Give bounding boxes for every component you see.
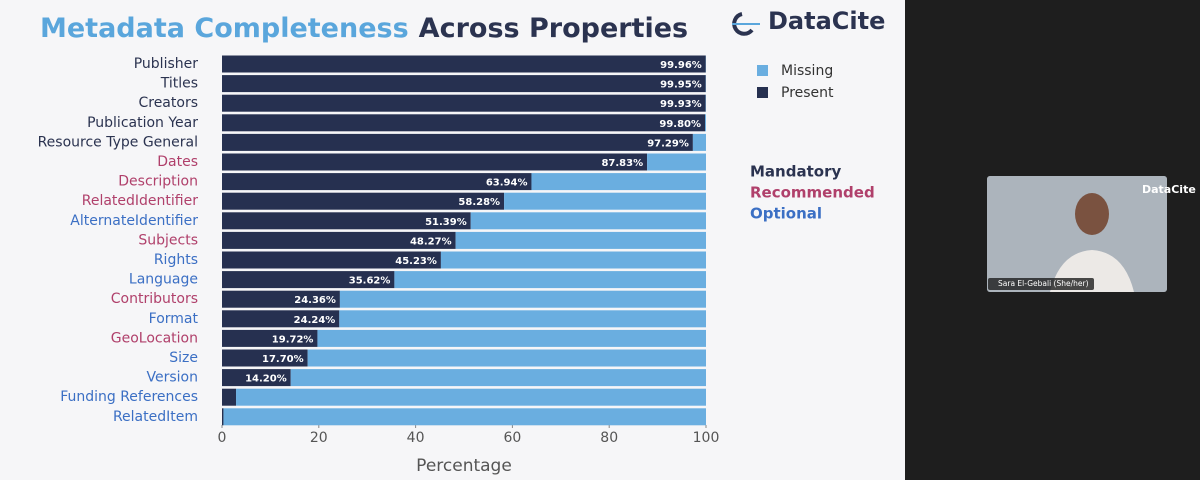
x-tick-label: 40 <box>407 430 425 446</box>
bar-segment <box>307 349 706 367</box>
legend-label: Present <box>781 85 834 101</box>
bar-segment <box>223 408 706 426</box>
group-legend-label: Mandatory <box>750 163 841 181</box>
data-label: 97.29% <box>647 138 689 149</box>
bar-segment <box>222 349 308 367</box>
bar-segment <box>290 369 706 387</box>
data-label: 58.28% <box>458 197 500 208</box>
y-tick-label: Titles <box>160 76 198 92</box>
x-tick-label: 60 <box>503 430 521 446</box>
y-tick-label: Subjects <box>138 232 198 248</box>
bar-segment <box>440 251 706 269</box>
data-label: 99.93% <box>660 99 702 110</box>
bar-segment <box>222 173 532 191</box>
x-tick-label: 100 <box>693 430 720 446</box>
legend-swatch <box>757 87 768 98</box>
bar-segment <box>222 369 291 387</box>
y-tick-label: RelatedItem <box>113 409 198 425</box>
y-tick-label: Funding References <box>60 389 198 405</box>
bar-segment <box>222 251 441 269</box>
y-tick-label: Publication Year <box>87 115 198 131</box>
bar-segment <box>394 271 706 289</box>
y-tick-label: Contributors <box>111 291 198 307</box>
bar-segment <box>222 212 471 230</box>
bar-segment <box>222 290 340 308</box>
bar-segment <box>222 94 706 112</box>
x-axis-title: Percentage <box>416 456 512 476</box>
bar-segment <box>647 153 706 171</box>
y-tick-label: Creators <box>138 95 198 111</box>
bar-segment <box>222 133 693 151</box>
bar-segment <box>692 133 706 151</box>
chart-title: Metadata Completeness Across Properties <box>40 13 688 44</box>
legend-label: Missing <box>781 63 833 79</box>
logo-icon <box>732 12 754 36</box>
data-label: 19.72% <box>272 334 314 345</box>
bar-segment <box>339 310 706 328</box>
bar-segment <box>222 329 318 347</box>
bar-segment <box>222 75 706 93</box>
y-tick-label: Description <box>118 174 198 190</box>
data-label: 24.24% <box>294 315 336 326</box>
chart: 0 20 40 60 80 100 Percentage Publisher 99.96% Tit… <box>38 55 875 476</box>
title-part: Across Properties <box>419 13 688 44</box>
y-tick-label: Dates <box>157 154 198 170</box>
data-label: 35.62% <box>349 276 391 287</box>
y-tick-label: GeoLocation <box>111 330 198 346</box>
y-tick-label: Format <box>149 311 199 327</box>
y-tick-label: Language <box>129 272 198 288</box>
participant-name: Sara El-Gebali (She/her) <box>998 279 1089 288</box>
bar-segment <box>236 388 706 406</box>
bar-segment <box>222 153 648 171</box>
data-label: 99.96% <box>660 60 702 71</box>
title-part: Metadata Completeness <box>40 13 409 44</box>
data-label: 51.39% <box>425 217 467 228</box>
bar-segment <box>222 231 456 249</box>
person-head <box>1075 193 1109 235</box>
data-label: 17.70% <box>262 354 304 365</box>
x-tick-label: 20 <box>310 430 328 446</box>
data-label: 45.23% <box>395 256 437 267</box>
video-background <box>987 176 1167 292</box>
bar-segment <box>222 408 224 426</box>
slide-logo: DataCite <box>768 7 885 35</box>
data-label: 99.80% <box>659 119 701 130</box>
bar-segment <box>317 329 706 347</box>
name-badge <box>988 278 1094 290</box>
data-label: 87.83% <box>601 158 643 169</box>
bar-segment <box>222 192 505 210</box>
data-label: 48.27% <box>410 236 452 247</box>
data-label: 14.20% <box>245 374 287 385</box>
bar-segment <box>705 114 706 132</box>
y-tick-label: Rights <box>154 252 198 268</box>
bar-segment <box>222 310 340 328</box>
bar-segment <box>222 55 706 73</box>
y-tick-label: Size <box>169 350 198 366</box>
x-tick-label: 0 <box>218 430 227 446</box>
data-label: 63.94% <box>486 178 528 189</box>
bar-segment <box>222 388 237 406</box>
y-tick-label: AlternateIdentifier <box>70 213 198 229</box>
data-label: 99.95% <box>660 80 702 91</box>
tile-logo: DataCite <box>1142 183 1196 196</box>
bar-segment <box>470 212 706 230</box>
group-legend-label: Recommended <box>750 184 875 202</box>
x-tick-label: 80 <box>600 430 618 446</box>
y-tick-label: Resource Type General <box>38 134 198 150</box>
bar-segment <box>222 271 395 289</box>
y-tick-label: Publisher <box>134 56 199 72</box>
bar-segment <box>455 231 706 249</box>
bar-segment <box>531 173 706 191</box>
group-legend-label: Optional <box>750 205 822 223</box>
bar-segment <box>504 192 706 210</box>
legend-swatch <box>757 65 768 76</box>
data-label: 24.36% <box>294 295 336 306</box>
bar-segment <box>222 114 706 132</box>
y-tick-label: Version <box>147 370 198 386</box>
bar-segment <box>339 290 706 308</box>
y-tick-label: RelatedIdentifier <box>82 193 198 209</box>
